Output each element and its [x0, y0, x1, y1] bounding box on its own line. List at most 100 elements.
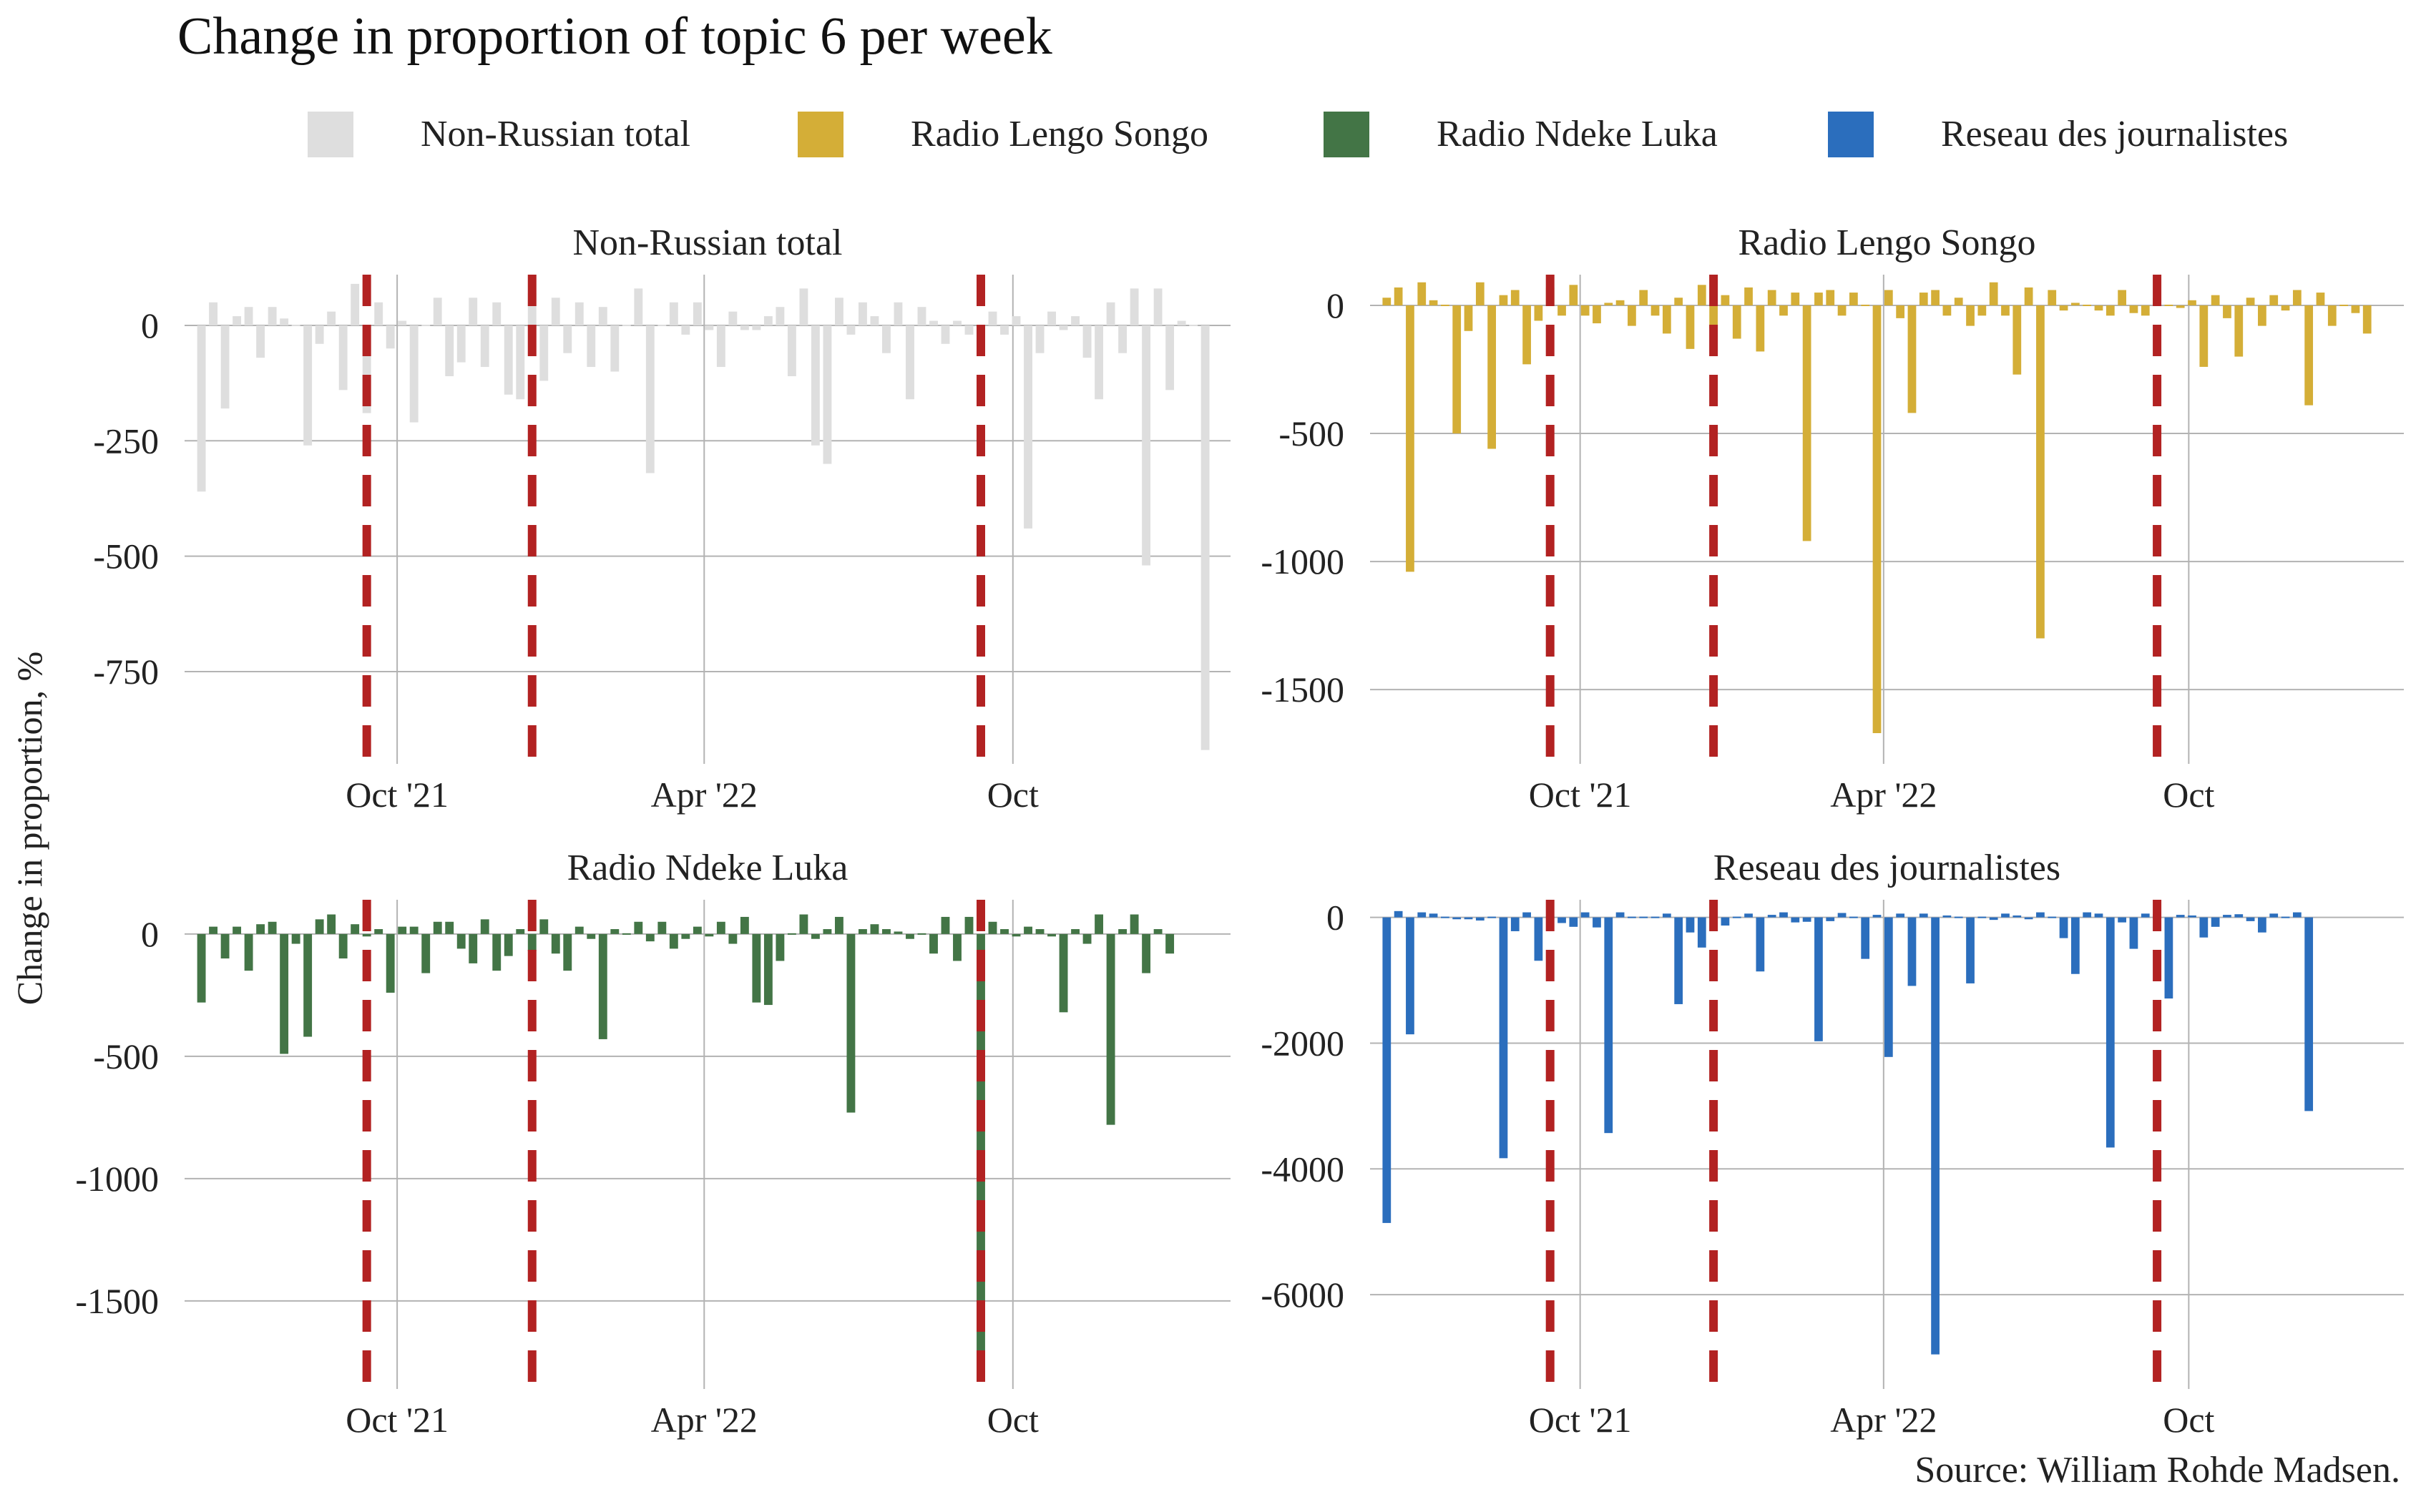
- bar: [480, 325, 489, 368]
- legend-swatch-3: [1324, 112, 1369, 157]
- bar: [2223, 915, 2231, 918]
- bar: [492, 933, 502, 971]
- bar: [834, 916, 843, 934]
- bar: [1639, 916, 1648, 918]
- bar: [1732, 916, 1741, 918]
- bar: [669, 933, 678, 949]
- bar: [527, 933, 537, 951]
- y-tick-label: -250: [93, 421, 159, 461]
- bar: [1732, 305, 1741, 339]
- bar: [1095, 325, 1104, 400]
- chart-title: Change in proportion of topic 6 per week: [177, 7, 1052, 66]
- bar: [716, 325, 725, 368]
- bar: [1452, 305, 1462, 434]
- bar: [964, 325, 974, 335]
- panel-title: Reseau des journalistes: [1713, 848, 2060, 888]
- bar: [2094, 913, 2103, 918]
- y-tick-label: 0: [1326, 898, 1344, 938]
- bar: [1697, 285, 1706, 305]
- bar: [351, 924, 360, 934]
- y-tick-label: -1500: [75, 1281, 159, 1321]
- bar: [1569, 917, 1578, 927]
- bar: [964, 916, 974, 934]
- bar: [1464, 917, 1473, 920]
- x-tick-label: Oct: [2163, 1400, 2214, 1440]
- bar: [1872, 915, 1882, 918]
- bar: [574, 926, 584, 934]
- bar: [1861, 917, 1870, 959]
- legend: Non-Russian total Radio Lengo Songo Radio …: [308, 112, 2288, 157]
- bar: [2304, 917, 2314, 1111]
- bar: [244, 307, 253, 325]
- bar: [1721, 295, 1730, 305]
- bar: [504, 325, 513, 395]
- bar: [598, 307, 607, 325]
- bar: [1697, 917, 1706, 948]
- bar: [2106, 917, 2115, 1148]
- bar: [811, 325, 820, 446]
- bar: [2012, 305, 2022, 375]
- bar: [1767, 915, 1776, 918]
- bar: [1791, 917, 1800, 923]
- bar: [1177, 320, 1186, 325]
- bar: [1686, 305, 1695, 349]
- bar: [2199, 917, 2209, 938]
- bar: [1522, 305, 1531, 365]
- bar: [256, 924, 265, 934]
- bar: [728, 311, 738, 325]
- bar: [598, 933, 607, 1039]
- x-tick-label: Oct '21: [346, 775, 449, 815]
- bar: [1756, 917, 1765, 972]
- bar: [2118, 290, 2126, 305]
- bar: [1872, 305, 1882, 734]
- bar: [1059, 933, 1068, 1013]
- bar: [1071, 929, 1080, 934]
- y-tick-label: -1500: [1261, 669, 1344, 710]
- bar: [1047, 933, 1056, 937]
- bar: [1814, 917, 1823, 1041]
- bar: [2304, 305, 2314, 406]
- bar: [1896, 913, 1905, 918]
- bar: [1639, 290, 1648, 305]
- bar: [2118, 917, 2126, 923]
- bar: [1593, 305, 1601, 324]
- bar: [1082, 325, 1092, 358]
- bar: [776, 307, 785, 325]
- bar: [1441, 916, 1449, 918]
- bar: [256, 325, 265, 358]
- bar: [268, 307, 277, 325]
- bar: [929, 320, 938, 325]
- bar: [527, 293, 537, 325]
- bar: [929, 933, 938, 954]
- bar: [1095, 914, 1104, 934]
- bar: [1884, 290, 1893, 305]
- bar: [1130, 288, 1139, 325]
- bar: [1024, 926, 1032, 934]
- bar: [1674, 298, 1683, 305]
- bar: [2269, 913, 2279, 918]
- bar: [1604, 303, 1613, 305]
- bar: [1534, 305, 1543, 321]
- bar: [1650, 305, 1660, 316]
- bar: [1896, 305, 1905, 318]
- bar: [610, 929, 620, 934]
- bar: [1200, 325, 1210, 750]
- y-axis-label: Change in proportion, %: [9, 652, 49, 1005]
- bar: [2292, 290, 2302, 305]
- bar: [681, 325, 690, 335]
- bar: [2141, 913, 2150, 918]
- bar: [1954, 298, 1963, 305]
- bar: [587, 325, 596, 368]
- bar: [823, 325, 832, 464]
- bar: [2106, 305, 2115, 316]
- x-tick-label: Apr '22: [651, 1400, 758, 1440]
- bar: [209, 302, 218, 325]
- bar: [1082, 933, 1092, 944]
- bar: [197, 325, 206, 492]
- bar: [1907, 305, 1917, 413]
- bar: [622, 324, 631, 326]
- bar: [1615, 300, 1625, 305]
- bar: [1826, 917, 1835, 921]
- bar: [1165, 325, 1175, 391]
- panel-4: Reseau des journalistes 0 -2000 -4000 -6000 O…: [1261, 848, 2404, 1440]
